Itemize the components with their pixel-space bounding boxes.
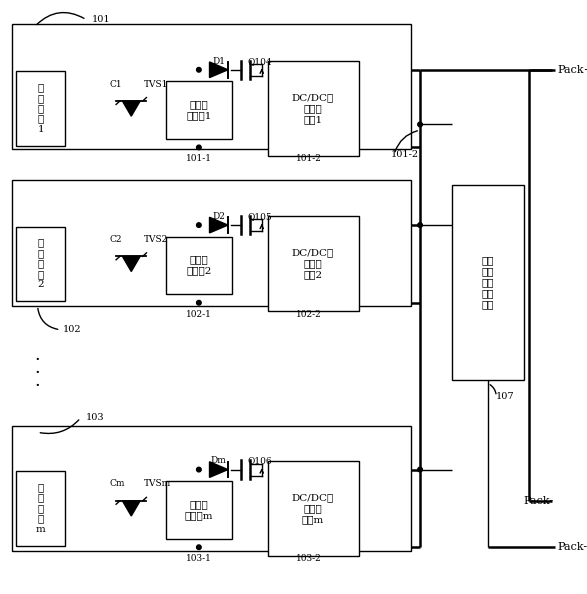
Text: 107: 107 xyxy=(496,392,515,401)
Polygon shape xyxy=(123,101,140,116)
Circle shape xyxy=(197,223,201,228)
Bar xyxy=(166,81,232,139)
Text: TVS2: TVS2 xyxy=(144,235,168,244)
Bar xyxy=(166,481,232,539)
Text: D2: D2 xyxy=(212,212,225,221)
Text: 102-2: 102-2 xyxy=(296,309,322,319)
Bar xyxy=(268,216,359,311)
Text: ·: · xyxy=(35,351,41,369)
Bar xyxy=(452,185,524,380)
Text: 101-2: 101-2 xyxy=(296,154,322,163)
Bar xyxy=(12,24,411,149)
Text: Q105: Q105 xyxy=(248,212,272,221)
Circle shape xyxy=(418,223,423,228)
Text: Q104: Q104 xyxy=(248,56,272,66)
Polygon shape xyxy=(210,217,228,233)
Text: Pack-: Pack- xyxy=(557,542,587,552)
Text: 电压监
测模块1: 电压监 测模块1 xyxy=(186,100,211,120)
Text: C1: C1 xyxy=(109,80,122,89)
Text: ·: · xyxy=(35,364,41,382)
Text: Pack+: Pack+ xyxy=(557,65,587,75)
Text: 103: 103 xyxy=(86,413,104,422)
Bar xyxy=(16,226,65,301)
Polygon shape xyxy=(210,62,228,78)
Text: 外
部
电
源
m: 外 部 电 源 m xyxy=(36,483,46,533)
Text: DC/DC电
平转换
模块1: DC/DC电 平转换 模块1 xyxy=(292,93,334,124)
Bar xyxy=(268,61,359,156)
Text: DC/DC电
平转换
模块2: DC/DC电 平转换 模块2 xyxy=(292,248,334,280)
Text: 102: 102 xyxy=(63,326,82,334)
Text: 101-1: 101-1 xyxy=(186,154,212,163)
Circle shape xyxy=(418,467,423,472)
Text: 103-2: 103-2 xyxy=(296,554,322,563)
Text: 外
部
电
源
2: 外 部 电 源 2 xyxy=(38,239,44,289)
Bar xyxy=(16,71,65,146)
Text: 外
部
电
源
1: 外 部 电 源 1 xyxy=(38,83,44,134)
Text: Cm: Cm xyxy=(109,479,125,488)
Bar xyxy=(16,471,65,546)
Text: DC/DC电
平转换
模块m: DC/DC电 平转换 模块m xyxy=(292,493,334,524)
Circle shape xyxy=(197,68,201,72)
Text: TVS1: TVS1 xyxy=(144,80,168,89)
Text: Q106: Q106 xyxy=(248,456,272,466)
Polygon shape xyxy=(123,257,140,271)
Text: Dm: Dm xyxy=(211,456,227,466)
Text: 101-2: 101-2 xyxy=(392,150,420,159)
Text: C2: C2 xyxy=(109,235,122,244)
Text: TVSm: TVSm xyxy=(144,479,171,488)
Polygon shape xyxy=(123,501,140,516)
Bar xyxy=(12,180,411,306)
Text: ·: · xyxy=(35,377,41,394)
Bar xyxy=(268,461,359,556)
Polygon shape xyxy=(210,462,228,478)
Text: 102-1: 102-1 xyxy=(186,309,212,319)
Text: D1: D1 xyxy=(212,56,225,66)
Circle shape xyxy=(197,545,201,549)
Circle shape xyxy=(197,145,201,150)
Text: Pack-: Pack- xyxy=(524,496,554,506)
Text: 103-1: 103-1 xyxy=(186,554,212,563)
Bar xyxy=(12,426,411,551)
Bar xyxy=(166,236,232,294)
Circle shape xyxy=(197,467,201,472)
Text: 电压监
测模块m: 电压监 测模块m xyxy=(185,500,213,520)
Text: 外部
电源
接入
控制
模块: 外部 电源 接入 控制 模块 xyxy=(481,256,494,309)
Text: 101: 101 xyxy=(92,15,110,24)
Circle shape xyxy=(418,122,423,127)
Circle shape xyxy=(197,301,201,305)
Text: 电压监
测模块2: 电压监 测模块2 xyxy=(186,255,211,276)
